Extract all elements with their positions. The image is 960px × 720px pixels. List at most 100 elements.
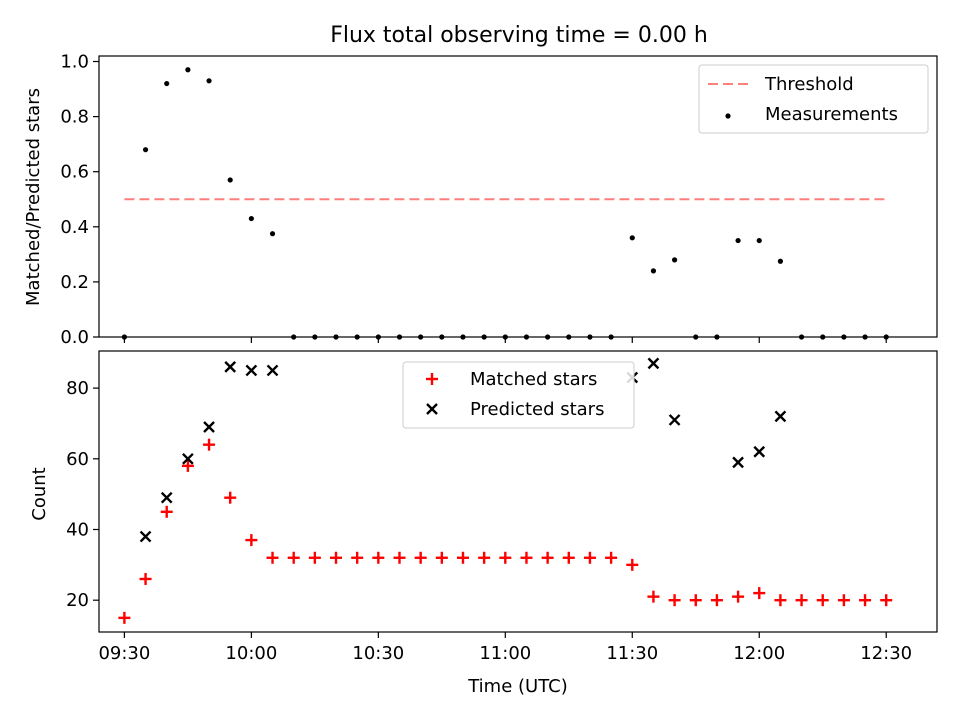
matched-point (774, 594, 787, 607)
matched-point (351, 551, 364, 564)
matched-point (626, 558, 639, 571)
predicted-points (139, 357, 787, 543)
measurement-point (798, 334, 805, 340)
count-y-tick-label: 20 (66, 590, 89, 611)
predicted-point (245, 364, 258, 377)
legend-threshold-label: Threshold (764, 74, 854, 95)
predicted-point (774, 410, 787, 423)
measurement-point (164, 80, 170, 87)
measurement-point (460, 334, 466, 340)
measurement-point (587, 334, 593, 340)
measurement-point (693, 334, 699, 340)
measurement-point (121, 334, 127, 340)
count-y-axis: 20 40 60 80 (66, 378, 99, 611)
matched-point (647, 590, 660, 603)
matched-points (118, 438, 893, 624)
matched-point (203, 438, 216, 451)
measurement-point (629, 235, 635, 241)
count-legend: Matched stars Predicted stars (402, 361, 635, 429)
predicted-point (139, 530, 152, 543)
count-y-label: Count (29, 467, 50, 520)
matched-point (605, 551, 618, 564)
matched-point (160, 505, 173, 518)
ratio-y-tick-label: 0.8 (60, 107, 89, 128)
measurement-point (883, 334, 889, 340)
x-tick-label: 11:00 (479, 643, 531, 664)
x-tick-label: 10:00 (225, 643, 277, 664)
matched-point (795, 594, 808, 607)
matched-point (668, 594, 681, 607)
measurement-point (375, 334, 381, 340)
matched-point (266, 551, 279, 564)
legend-predicted-label: Predicted stars (470, 399, 604, 420)
measurement-point (841, 334, 847, 340)
matched-point (562, 551, 575, 564)
predicted-point (668, 414, 681, 426)
matched-point (245, 534, 258, 547)
measurement-point (566, 334, 572, 340)
matched-point (816, 594, 829, 607)
measurement-point (396, 334, 403, 340)
matched-point (224, 491, 237, 504)
matched-point (541, 551, 554, 564)
measurement-point (502, 334, 508, 340)
x-tick-label: 12:30 (860, 643, 912, 664)
count-y-tick-label: 80 (66, 378, 89, 399)
matched-point (880, 594, 893, 607)
matched-point (583, 551, 596, 564)
measurement-point (820, 334, 826, 340)
matched-point (837, 594, 850, 607)
matched-point (435, 551, 448, 564)
count-legend-box (402, 361, 635, 429)
legend-matched-swatch (426, 373, 438, 385)
measurement-point (756, 237, 762, 244)
measurement-point (545, 334, 551, 340)
measurement-point (291, 334, 297, 340)
legend-measurement-swatch (725, 113, 731, 119)
ratio-plot-area (98, 55, 938, 338)
measurement-point (227, 177, 233, 183)
predicted-point (266, 364, 279, 377)
matched-point (689, 594, 702, 607)
measurement-point (671, 257, 678, 263)
matched-point (456, 551, 469, 564)
count-x-axis: 09:30 10:00 10:30 11:00 11:30 12:00 12:30 (98, 632, 912, 664)
measurement-point (333, 334, 339, 340)
matched-point (372, 551, 385, 564)
x-tick-label: 11:30 (606, 643, 658, 664)
ratio-y-label: Matched/Predicted stars (23, 88, 44, 306)
predicted-point (647, 357, 660, 370)
measurement-point (481, 334, 487, 340)
measurement-point (735, 237, 741, 244)
matched-point (414, 551, 427, 564)
x-tick-label: 09:30 (98, 643, 150, 664)
measurement-point (269, 231, 276, 237)
ratio-y-tick-label: 0.4 (60, 217, 89, 238)
matched-point (139, 572, 152, 585)
predicted-point (182, 452, 194, 465)
matched-point (753, 587, 766, 600)
legend-predicted-swatch (426, 403, 438, 415)
ratio-y-tick-label: 1.0 (60, 52, 89, 73)
predicted-point (203, 421, 215, 433)
ratio-y-tick-label: 0.0 (60, 327, 89, 348)
matched-point (330, 551, 343, 564)
ratio-y-tick-label: 0.6 (60, 162, 89, 183)
measurement-point (650, 268, 657, 274)
matched-point (859, 594, 872, 607)
ratio-y-axis: 0.0 0.2 0.4 0.6 0.8 1.0 (60, 52, 99, 348)
count-y-tick-label: 60 (66, 449, 89, 470)
measurement-point (523, 334, 530, 340)
predicted-point (732, 456, 744, 469)
predicted-point (160, 491, 173, 504)
measurement-point (714, 334, 720, 340)
matched-point (308, 551, 321, 564)
measurement-point (777, 258, 784, 264)
count-y-tick-label: 40 (66, 519, 89, 540)
legend-matched-label: Matched stars (470, 369, 597, 390)
x-tick-label: 12:00 (733, 643, 785, 664)
matched-point (393, 551, 406, 564)
matched-point (710, 594, 723, 607)
predicted-point (224, 361, 237, 373)
